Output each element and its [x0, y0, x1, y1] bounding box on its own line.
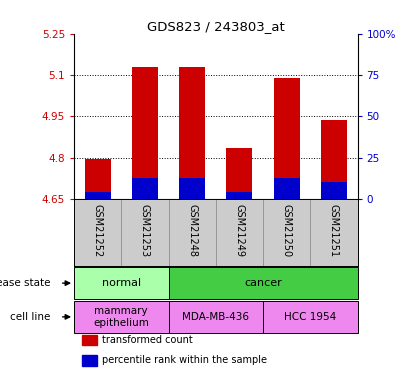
Bar	[85, 159, 111, 199]
Text: HCC 1954: HCC 1954	[284, 312, 337, 322]
Bar	[74, 267, 169, 299]
Text: GSM21252: GSM21252	[92, 204, 103, 257]
Text: GSM21251: GSM21251	[329, 204, 339, 257]
Bar	[321, 120, 347, 199]
Bar	[85, 192, 111, 199]
Text: GSM21249: GSM21249	[234, 204, 245, 257]
Bar	[83, 334, 97, 345]
Bar	[274, 178, 300, 199]
Text: disease state: disease state	[0, 278, 51, 288]
Text: cancer: cancer	[244, 278, 282, 288]
Text: percentile rank within the sample: percentile rank within the sample	[102, 356, 267, 365]
Bar	[226, 192, 252, 199]
Text: transformed count: transformed count	[102, 335, 193, 345]
Bar	[169, 267, 358, 299]
Bar	[132, 67, 158, 199]
Bar	[74, 301, 169, 333]
Bar	[321, 182, 347, 199]
Bar	[263, 301, 358, 333]
Bar	[179, 178, 205, 199]
Bar	[132, 178, 158, 199]
Bar	[169, 301, 263, 333]
Bar	[179, 67, 205, 199]
Text: GSM21253: GSM21253	[140, 204, 150, 257]
Text: GSM21250: GSM21250	[282, 204, 292, 257]
Text: MDA-MB-436: MDA-MB-436	[182, 312, 249, 322]
Text: GSM21248: GSM21248	[187, 204, 197, 257]
Bar	[274, 78, 300, 199]
Text: mammary
epithelium: mammary epithelium	[93, 306, 149, 328]
Bar	[226, 148, 252, 199]
Bar	[83, 355, 97, 366]
Text: normal: normal	[102, 278, 141, 288]
Title: GDS823 / 243803_at: GDS823 / 243803_at	[147, 20, 285, 33]
Text: cell line: cell line	[10, 312, 51, 322]
